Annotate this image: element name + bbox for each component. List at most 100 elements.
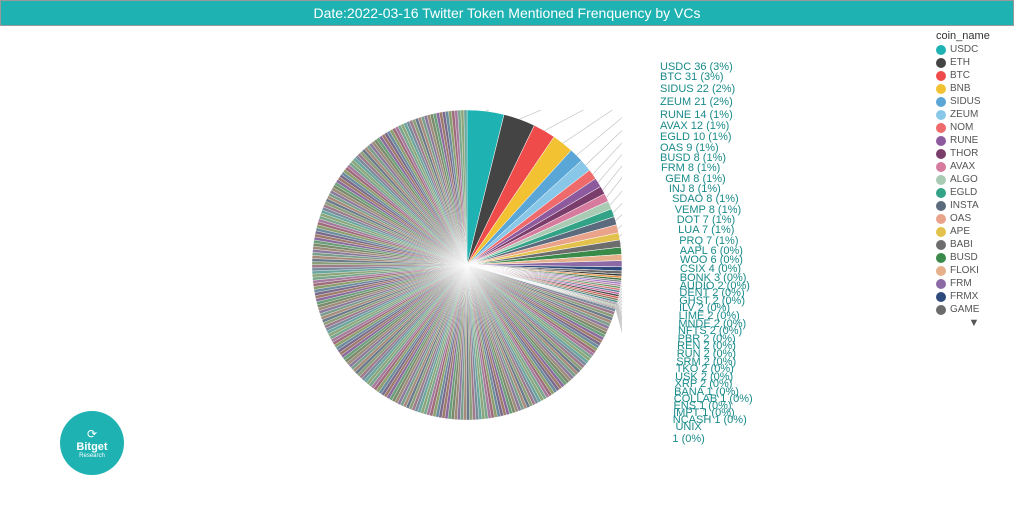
slice-label: DENT 2 (0%) [679, 287, 744, 299]
slice-label: GEM 8 (1%) [665, 173, 726, 185]
slice-label: XRP 2 (0%) [675, 378, 733, 390]
legend-item[interactable]: BNB [936, 83, 1012, 94]
slice-label: PBR 2 (0%) [678, 333, 736, 345]
legend-swatch [936, 292, 946, 302]
legend-title: coin_name [936, 30, 1012, 42]
legend-swatch [936, 136, 946, 146]
legend-item[interactable]: ETH [936, 57, 1012, 68]
legend-label: EGLD [950, 187, 977, 198]
slice-label: SIDUS 22 (2%) [660, 83, 735, 95]
slice-label: INJ 8 (1%) [669, 183, 721, 195]
slice-label: CSIX 4 (0%) [680, 263, 741, 275]
legend-item[interactable]: RUNE [936, 135, 1012, 146]
legend-item[interactable]: ZEUM [936, 109, 1012, 120]
legend-label: USDC [950, 44, 978, 55]
legend-label: APE [950, 226, 970, 237]
legend-swatch [936, 45, 946, 55]
legend-items: USDC ETH BTC BNB SIDUS ZEUM NOM RUNE THOR AVAX ALG… [936, 44, 1012, 315]
legend-swatch [936, 97, 946, 107]
slice-label: ILV 2 (0%) [679, 302, 730, 314]
slice-label: ENS 1 (0%) [673, 400, 731, 412]
slice-label: TKO 2 (0%) [676, 363, 734, 375]
legend-swatch [936, 123, 946, 133]
legend-item[interactable]: BABI [936, 239, 1012, 250]
slice-label: LIME 2 (0%) [679, 310, 740, 322]
slice-label: FRM 8 (1%) [661, 162, 720, 174]
legend-swatch [936, 175, 946, 185]
legend-item[interactable]: BTC [936, 70, 1012, 81]
legend-swatch [936, 149, 946, 159]
legend-panel[interactable]: coin_name USDC ETH BTC BNB SIDUS ZEUM NOM RUNE T… [934, 26, 1014, 504]
legend-swatch [936, 240, 946, 250]
legend-item[interactable]: APE [936, 226, 1012, 237]
legend-label: FRMX [950, 291, 978, 302]
legend-swatch [936, 214, 946, 224]
slice-label: RUN 2 (0%) [677, 348, 736, 360]
slice-label: PRQ 7 (1%) [679, 235, 738, 247]
slice-label: IMPT 1 (0%) [673, 407, 735, 419]
slice-label: WOO 6 (0%) [680, 254, 743, 266]
logo-subtext: Research [79, 453, 105, 459]
legend-label: NOM [950, 122, 973, 133]
legend-swatch [936, 266, 946, 276]
legend-swatch [936, 227, 946, 237]
slice-label: OAS 9 (1%) [660, 142, 719, 154]
legend-swatch [936, 162, 946, 172]
legend-label: BNB [950, 83, 971, 94]
slice-label: EGLD 10 (1%) [660, 131, 732, 143]
slice-label: ZEUM 21 (2%) [660, 96, 733, 108]
chart-title: Date:2022-03-16 Twitter Token Mentioned … [313, 5, 700, 21]
legend-scroll-down-icon[interactable]: ▼ [936, 317, 1012, 329]
chart-title-bar: Date:2022-03-16 Twitter Token Mentioned … [0, 0, 1014, 26]
legend-swatch [936, 71, 946, 81]
slice-label: SDAO 8 (1%) [672, 193, 739, 205]
legend-item[interactable]: INSTA [936, 200, 1012, 211]
slice-label: REN 2 (0%) [677, 340, 736, 352]
legend-item[interactable]: THOR [936, 148, 1012, 159]
legend-item[interactable]: FLOKI [936, 265, 1012, 276]
legend-swatch [936, 253, 946, 263]
legend-item[interactable]: NOM [936, 122, 1012, 133]
legend-swatch [936, 110, 946, 120]
slice-label: GHST 2 (0%) [679, 295, 745, 307]
legend-label: ZEUM [950, 109, 978, 120]
legend-label: ALGO [950, 174, 978, 185]
legend-swatch [936, 305, 946, 315]
slice-label: AUDIO 2 (0%) [680, 280, 750, 292]
legend-item[interactable]: AVAX [936, 161, 1012, 172]
slice-label: AAPL 6 (0%) [680, 245, 743, 257]
logo-badge: ⟳ Bitget Research [60, 411, 124, 475]
legend-item[interactable]: FRMX [936, 291, 1012, 302]
main-area: ⟳ Bitget Research USDC 36 (3%)BTC 31 (3%… [0, 26, 1014, 504]
slice-label: DOT 7 (1%) [677, 214, 735, 226]
slice-label: COLLAB 1 (0%) [674, 393, 753, 405]
legend-swatch [936, 201, 946, 211]
slice-label: BUSD 8 (1%) [660, 152, 726, 164]
legend-label: BUSD [950, 252, 978, 263]
legend-label: SIDUS [950, 96, 981, 107]
legend-item[interactable]: GAME [936, 304, 1012, 315]
legend-label: BTC [950, 70, 970, 81]
legend-label: RUNE [950, 135, 978, 146]
legend-item[interactable]: SIDUS [936, 96, 1012, 107]
slice-label: USK 2 (0%) [675, 371, 733, 383]
slice-label: MNDE 2 (0%) [678, 318, 746, 330]
legend-item[interactable]: USDC [936, 44, 1012, 55]
legend-item[interactable]: EGLD [936, 187, 1012, 198]
legend-label: AVAX [950, 161, 975, 172]
slice-label: SRM 2 (0%) [676, 356, 736, 368]
legend-item[interactable]: FRM [936, 278, 1012, 289]
logo-icon: ⟳ [87, 427, 97, 441]
legend-item[interactable]: BUSD [936, 252, 1012, 263]
legend-label: GAME [950, 304, 979, 315]
slice-label: NCASH 1 (0%) [673, 414, 747, 426]
slice-label: RUNE 14 (1%) [660, 109, 733, 121]
slice-label: BANA 1 (0%) [674, 386, 739, 398]
legend-swatch [936, 279, 946, 289]
legend-item[interactable]: OAS [936, 213, 1012, 224]
logo-text: Bitget [76, 441, 107, 453]
slice-label: VEMP 8 (1%) [675, 204, 741, 216]
slice-label: LUA 7 (1%) [678, 224, 734, 236]
legend-item[interactable]: ALGO [936, 174, 1012, 185]
pie-chart[interactable] [312, 110, 622, 420]
